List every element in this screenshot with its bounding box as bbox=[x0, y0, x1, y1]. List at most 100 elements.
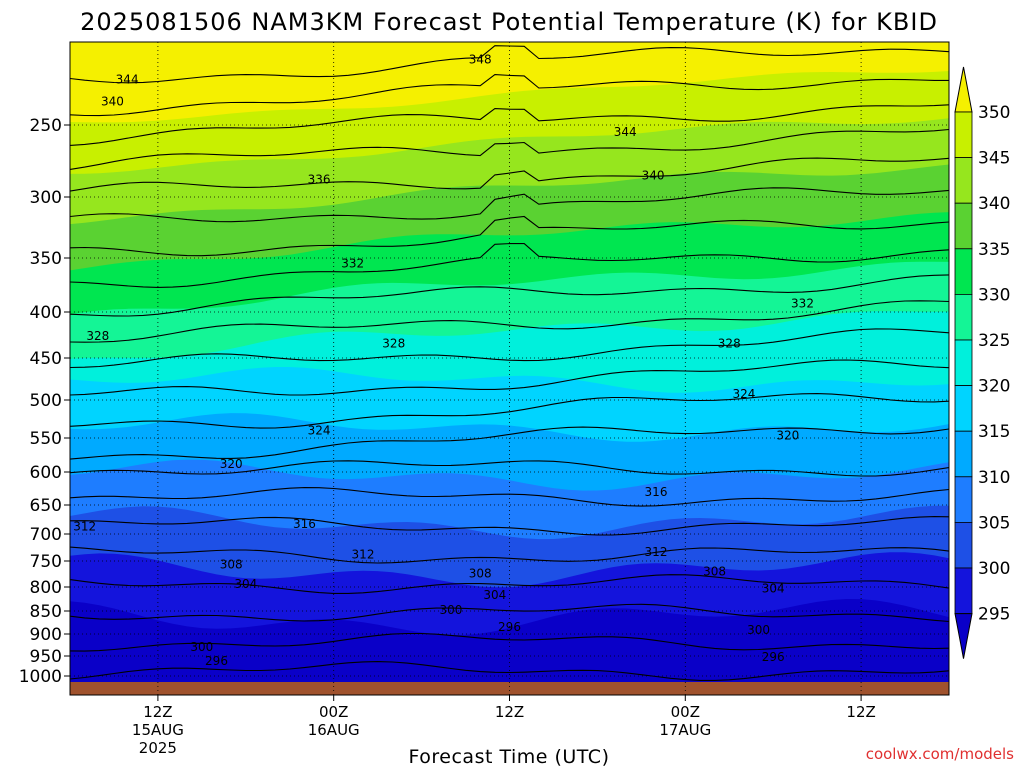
contour-line bbox=[70, 187, 949, 223]
contour-label: 312 bbox=[352, 548, 375, 562]
contour-label: 300 bbox=[190, 640, 213, 654]
x-tick-label: 12Z bbox=[846, 703, 875, 721]
contour-line bbox=[70, 328, 949, 369]
y-tick-label: 650 bbox=[30, 496, 62, 516]
contour-label: 332 bbox=[791, 296, 814, 310]
y-tick-label: 300 bbox=[30, 188, 62, 208]
colorbar-label: 340 bbox=[978, 194, 1010, 214]
x-tick-label: 00Z bbox=[671, 703, 700, 721]
colorbar-label: 350 bbox=[978, 103, 1010, 123]
colorbar-label: 320 bbox=[978, 377, 1010, 397]
colorbar-label: 330 bbox=[978, 285, 1010, 305]
x-tick-label: 00Z bbox=[319, 703, 348, 721]
terrain-ground bbox=[70, 682, 949, 695]
y-tick-label: 700 bbox=[30, 525, 62, 545]
contour-line bbox=[70, 516, 949, 536]
contour-line bbox=[70, 274, 949, 317]
y-axis: 250 300 350 400 450 500 550 600 650 700 750 800 850 9… bbox=[19, 116, 70, 687]
contour-label: 344 bbox=[116, 73, 139, 87]
y-tick-label: 600 bbox=[30, 463, 62, 483]
contour-label: 304 bbox=[762, 581, 785, 595]
contour-label: 300 bbox=[747, 623, 770, 637]
colorbar-segment bbox=[954, 476, 973, 523]
colorbar: 350 345 340 335 330 325 320 315 310 305 300 295 bbox=[954, 66, 1010, 659]
contour-label: 328 bbox=[86, 329, 109, 343]
y-tick-label: 500 bbox=[30, 391, 62, 411]
contour-label: 332 bbox=[341, 256, 364, 270]
contour-label: 312 bbox=[73, 519, 96, 533]
colorbar-segment bbox=[954, 202, 973, 250]
contour-label: 336 bbox=[308, 173, 331, 187]
grid-lines bbox=[70, 42, 949, 695]
watermark: coolwx.com/models bbox=[866, 745, 1014, 763]
contour-line bbox=[70, 157, 949, 192]
contour-label: 296 bbox=[498, 620, 521, 634]
contour-label: 324 bbox=[308, 423, 331, 437]
contour-line bbox=[70, 104, 949, 146]
contour-line bbox=[70, 74, 949, 117]
colorbar-segment bbox=[954, 339, 973, 386]
colorbar-label: 300 bbox=[978, 559, 1010, 579]
y-tick-label: 450 bbox=[30, 349, 62, 369]
contour-label: 304 bbox=[234, 577, 257, 591]
contour-label: 320 bbox=[220, 457, 243, 471]
contour-label: 296 bbox=[762, 650, 785, 664]
contour-line bbox=[70, 574, 949, 594]
colorbar-segment bbox=[954, 111, 973, 158]
chart-title: 2025081506 NAM3KM Forecast Potential Tem… bbox=[80, 8, 938, 36]
contour-label: 316 bbox=[645, 485, 668, 499]
y-tick-label: 1000 bbox=[19, 667, 62, 687]
contour-label: 348 bbox=[469, 52, 492, 66]
colorbar-segment bbox=[954, 385, 973, 432]
colorbar-label: 295 bbox=[978, 605, 1010, 625]
colorbar-label: 315 bbox=[978, 422, 1010, 442]
colorbar-segment bbox=[954, 522, 973, 569]
colorbar-segment bbox=[954, 293, 973, 341]
contour-line bbox=[70, 128, 949, 170]
contour-label: 340 bbox=[101, 95, 124, 109]
contour-label: 304 bbox=[483, 588, 506, 602]
contour-label: 320 bbox=[776, 429, 799, 443]
y-tick-label: 350 bbox=[30, 249, 62, 269]
contour-line bbox=[70, 661, 949, 681]
x-tick-label: 12Z bbox=[495, 703, 524, 721]
x-tick-date: 15AUG bbox=[132, 721, 184, 739]
contour-labels: 348 344 344 340 340 336 332 332 328 328 328 324 324 3… bbox=[73, 52, 814, 668]
contour-label: 328 bbox=[382, 336, 405, 350]
y-tick-label: 850 bbox=[30, 602, 62, 622]
y-tick-label: 400 bbox=[30, 303, 62, 323]
contour-line bbox=[70, 632, 949, 652]
contour-label: 340 bbox=[642, 168, 665, 182]
colorbar-segment bbox=[954, 567, 973, 614]
contour-line bbox=[70, 300, 949, 343]
colorbar-label: 345 bbox=[978, 149, 1010, 169]
colorbar-top-arrow bbox=[954, 66, 973, 113]
contour-label: 312 bbox=[645, 545, 668, 559]
contour-label: 296 bbox=[205, 654, 228, 668]
contour-label: 308 bbox=[703, 564, 726, 578]
colorbar-segment bbox=[954, 157, 973, 204]
contour-label: 328 bbox=[718, 336, 741, 350]
y-tick-label: 250 bbox=[30, 116, 62, 136]
y-tick-label: 950 bbox=[30, 647, 62, 667]
colorbar-label: 335 bbox=[978, 240, 1010, 260]
y-tick-label: 550 bbox=[30, 429, 62, 449]
contour-label: 324 bbox=[732, 387, 755, 401]
contour-line bbox=[70, 359, 949, 396]
x-tick-date: 17AUG bbox=[659, 721, 711, 739]
y-tick-label: 800 bbox=[30, 578, 62, 598]
colorbar-label: 310 bbox=[978, 468, 1010, 488]
contour-label: 300 bbox=[439, 603, 462, 617]
contour-label: 308 bbox=[469, 566, 492, 580]
colorbar-label: 325 bbox=[978, 331, 1010, 351]
color-fill-field bbox=[70, 42, 949, 695]
x-tick-date: 16AUG bbox=[308, 721, 360, 739]
x-tick-label: 12Z bbox=[143, 703, 172, 721]
x-tick-year: 2025 bbox=[139, 739, 177, 757]
colorbar-segment bbox=[954, 430, 973, 478]
colorbar-bottom-arrow bbox=[954, 613, 973, 659]
x-axis-label: Forecast Time (UTC) bbox=[409, 746, 610, 768]
contour-line bbox=[70, 243, 949, 288]
